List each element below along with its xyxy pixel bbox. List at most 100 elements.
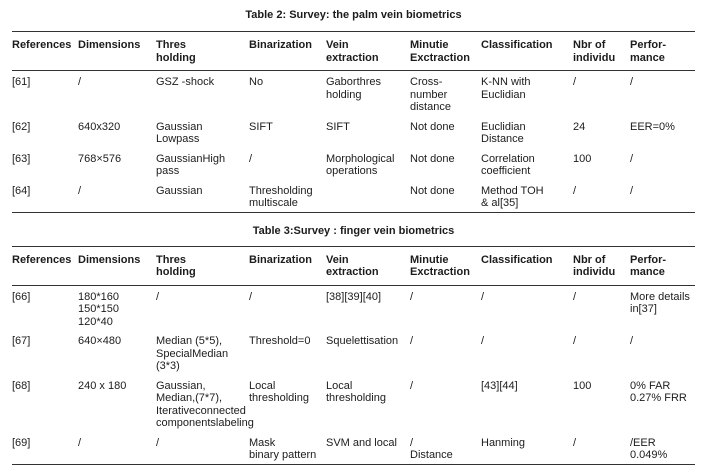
col-header-dimensions: Dimensions — [78, 246, 156, 286]
cell-thresholding: GSZ -shock — [156, 76, 215, 88]
cell-binarization: Thresholding multiscale — [249, 184, 313, 210]
col-header-vein-extraction: Vein extraction — [326, 246, 410, 286]
table-row: [62] 640x320 Gaussian Lowpass SIFT SIFT … — [12, 116, 695, 148]
col-header-minutie-extraction: Minutie Exctraction — [410, 31, 481, 71]
cell-binarization: Local thresholding — [249, 379, 309, 405]
cell-thresholding: GaussianHigh pass — [156, 152, 226, 178]
cell-vein-extraction: Local thresholding — [326, 379, 386, 405]
col-header-nbr-individu: Nbr of individu — [573, 31, 630, 71]
cell-binarization: Mask binary pattern — [249, 436, 317, 462]
col-header-references: References — [12, 31, 78, 71]
cell-nbr-individu: / — [573, 290, 577, 303]
cell-classification: / — [481, 290, 485, 303]
cell-minutie-extraction: Not done — [410, 120, 455, 133]
cell-dimensions: / — [78, 76, 82, 88]
cell-nbr-individu: 100 — [573, 379, 592, 392]
col-header-classification: Classification — [481, 246, 573, 286]
cell-minutie-extraction: Not done — [410, 184, 455, 197]
cell-thresholding: / — [156, 436, 160, 449]
col-header-nbr-individu: Nbr of individu — [573, 246, 630, 286]
cell-vein-extraction — [326, 180, 410, 213]
cell-vein-extraction: SIFT — [326, 120, 350, 133]
cell-performance: EER=0% — [630, 120, 675, 133]
cell-minutie-extraction: / Distance — [410, 436, 453, 462]
cell-classification: Hanming — [481, 436, 526, 449]
cell-classification: Correlation coefficient — [481, 152, 535, 178]
cell-dimensions: 640×480 — [78, 335, 122, 347]
cell-thresholding: Gaussian Lowpass — [156, 120, 203, 146]
cell-binarization: No — [249, 76, 264, 88]
cell-dimensions: 640x320 — [78, 120, 121, 133]
cell-minutie-extraction: / — [410, 335, 414, 347]
cell-performance: 0% FAR 0.27% FRR — [630, 379, 687, 405]
cell-vein-extraction: Morphological operations — [326, 152, 395, 178]
cell-nbr-individu: 100 — [573, 152, 592, 165]
cell-vein-extraction: [38][39][40] — [326, 290, 382, 303]
col-header-binarization: Binarization — [249, 31, 326, 71]
cell-dimensions: 240 x 180 — [78, 379, 127, 392]
cell-classification: [43][44] — [481, 379, 518, 392]
cell-vein-extraction: Gaborthres holding — [326, 76, 382, 101]
col-header-performance: Perfor- mance — [630, 31, 695, 71]
cell-references: [67] — [12, 335, 31, 347]
cell-performance: /EER 0.049% — [630, 436, 668, 462]
finger-vein-survey-table: References Dimensions Thres holding Bina… — [12, 245, 695, 465]
table-row: [63] 768×576 GaussianHigh pass / Morphol… — [12, 148, 695, 180]
cell-classification: / — [481, 335, 485, 347]
cell-nbr-individu: / — [573, 184, 577, 197]
col-header-vein-extraction: Vein extraction — [326, 31, 410, 71]
cell-minutie-extraction: / — [410, 379, 414, 392]
col-header-minutie-extraction: Minutie Exctraction — [410, 246, 481, 286]
cell-references: [61] — [12, 76, 31, 88]
cell-classification: Euclidian Distance — [481, 120, 526, 146]
cell-binarization: SIFT — [249, 120, 273, 133]
cell-references: [63] — [12, 152, 31, 165]
cell-references: [64] — [12, 184, 31, 197]
table-row: [69] / / Mask binary pattern SVM and loc… — [12, 432, 695, 465]
cell-minutie-extraction: / — [410, 290, 414, 303]
col-header-thresholding: Thres holding — [156, 31, 249, 71]
cell-performance: More details in[37] — [630, 290, 690, 316]
cell-vein-extraction: SVM and local — [326, 436, 397, 449]
cell-minutie-extraction: Not done — [410, 152, 455, 165]
cell-performance: / — [630, 184, 634, 197]
cell-references: [68] — [12, 379, 31, 392]
cell-binarization: / — [249, 290, 253, 303]
col-header-references: References — [12, 246, 78, 286]
header-row: References Dimensions Thres holding Bina… — [12, 246, 695, 286]
cell-thresholding: Gaussian — [156, 184, 203, 197]
cell-performance: / — [630, 152, 634, 165]
cell-nbr-individu: 24 — [573, 120, 586, 133]
cell-nbr-individu: / — [573, 76, 577, 88]
table-row: [67] 640×480 Median (5*5), SpecialMedian… — [12, 330, 695, 375]
col-header-performance: Perfor- mance — [630, 246, 695, 286]
cell-vein-extraction: Squelettisation — [326, 335, 399, 347]
table-row: [68] 240 x 180 Gaussian, Median,(7*7), I… — [12, 375, 695, 432]
cell-classification: Method TOH & al[35] — [481, 184, 544, 210]
cell-references: [66] — [12, 290, 31, 303]
cell-references: [69] — [12, 436, 31, 449]
cell-dimensions: 180*160 150*150 120*40 — [78, 290, 119, 328]
cell-binarization: Threshold=0 — [249, 335, 311, 347]
cell-dimensions: / — [78, 436, 82, 449]
col-header-binarization: Binarization — [249, 246, 326, 286]
table2-title: Table 2: Survey: the palm vein biometric… — [245, 9, 462, 21]
col-header-classification: Classification — [481, 31, 573, 71]
cell-thresholding: Median (5*5), SpecialMedian (3*3) — [156, 335, 229, 372]
cell-thresholding: / — [156, 290, 160, 303]
header-row: References Dimensions Thres holding Bina… — [12, 31, 695, 71]
cell-performance: / — [630, 76, 634, 88]
cell-dimensions: / — [78, 184, 82, 197]
cell-minutie-extraction: Cross- number distance — [410, 76, 451, 113]
table-row: [66] 180*160 150*150 120*40 / / [38][39]… — [12, 285, 695, 330]
cell-dimensions: 768×576 — [78, 152, 122, 165]
col-header-dimensions: Dimensions — [78, 31, 156, 71]
table3-title: Table 3:Survey : finger vein biometrics — [252, 224, 455, 237]
table-row: [64] / Gaussian Thresholding multiscale … — [12, 180, 695, 213]
cell-nbr-individu: / — [573, 436, 577, 449]
cell-binarization: / — [249, 152, 253, 165]
cell-references: [62] — [12, 120, 31, 133]
cell-thresholding: Gaussian, Median,(7*7), Iterativeconnect… — [156, 379, 254, 430]
cell-performance: / — [630, 335, 634, 347]
